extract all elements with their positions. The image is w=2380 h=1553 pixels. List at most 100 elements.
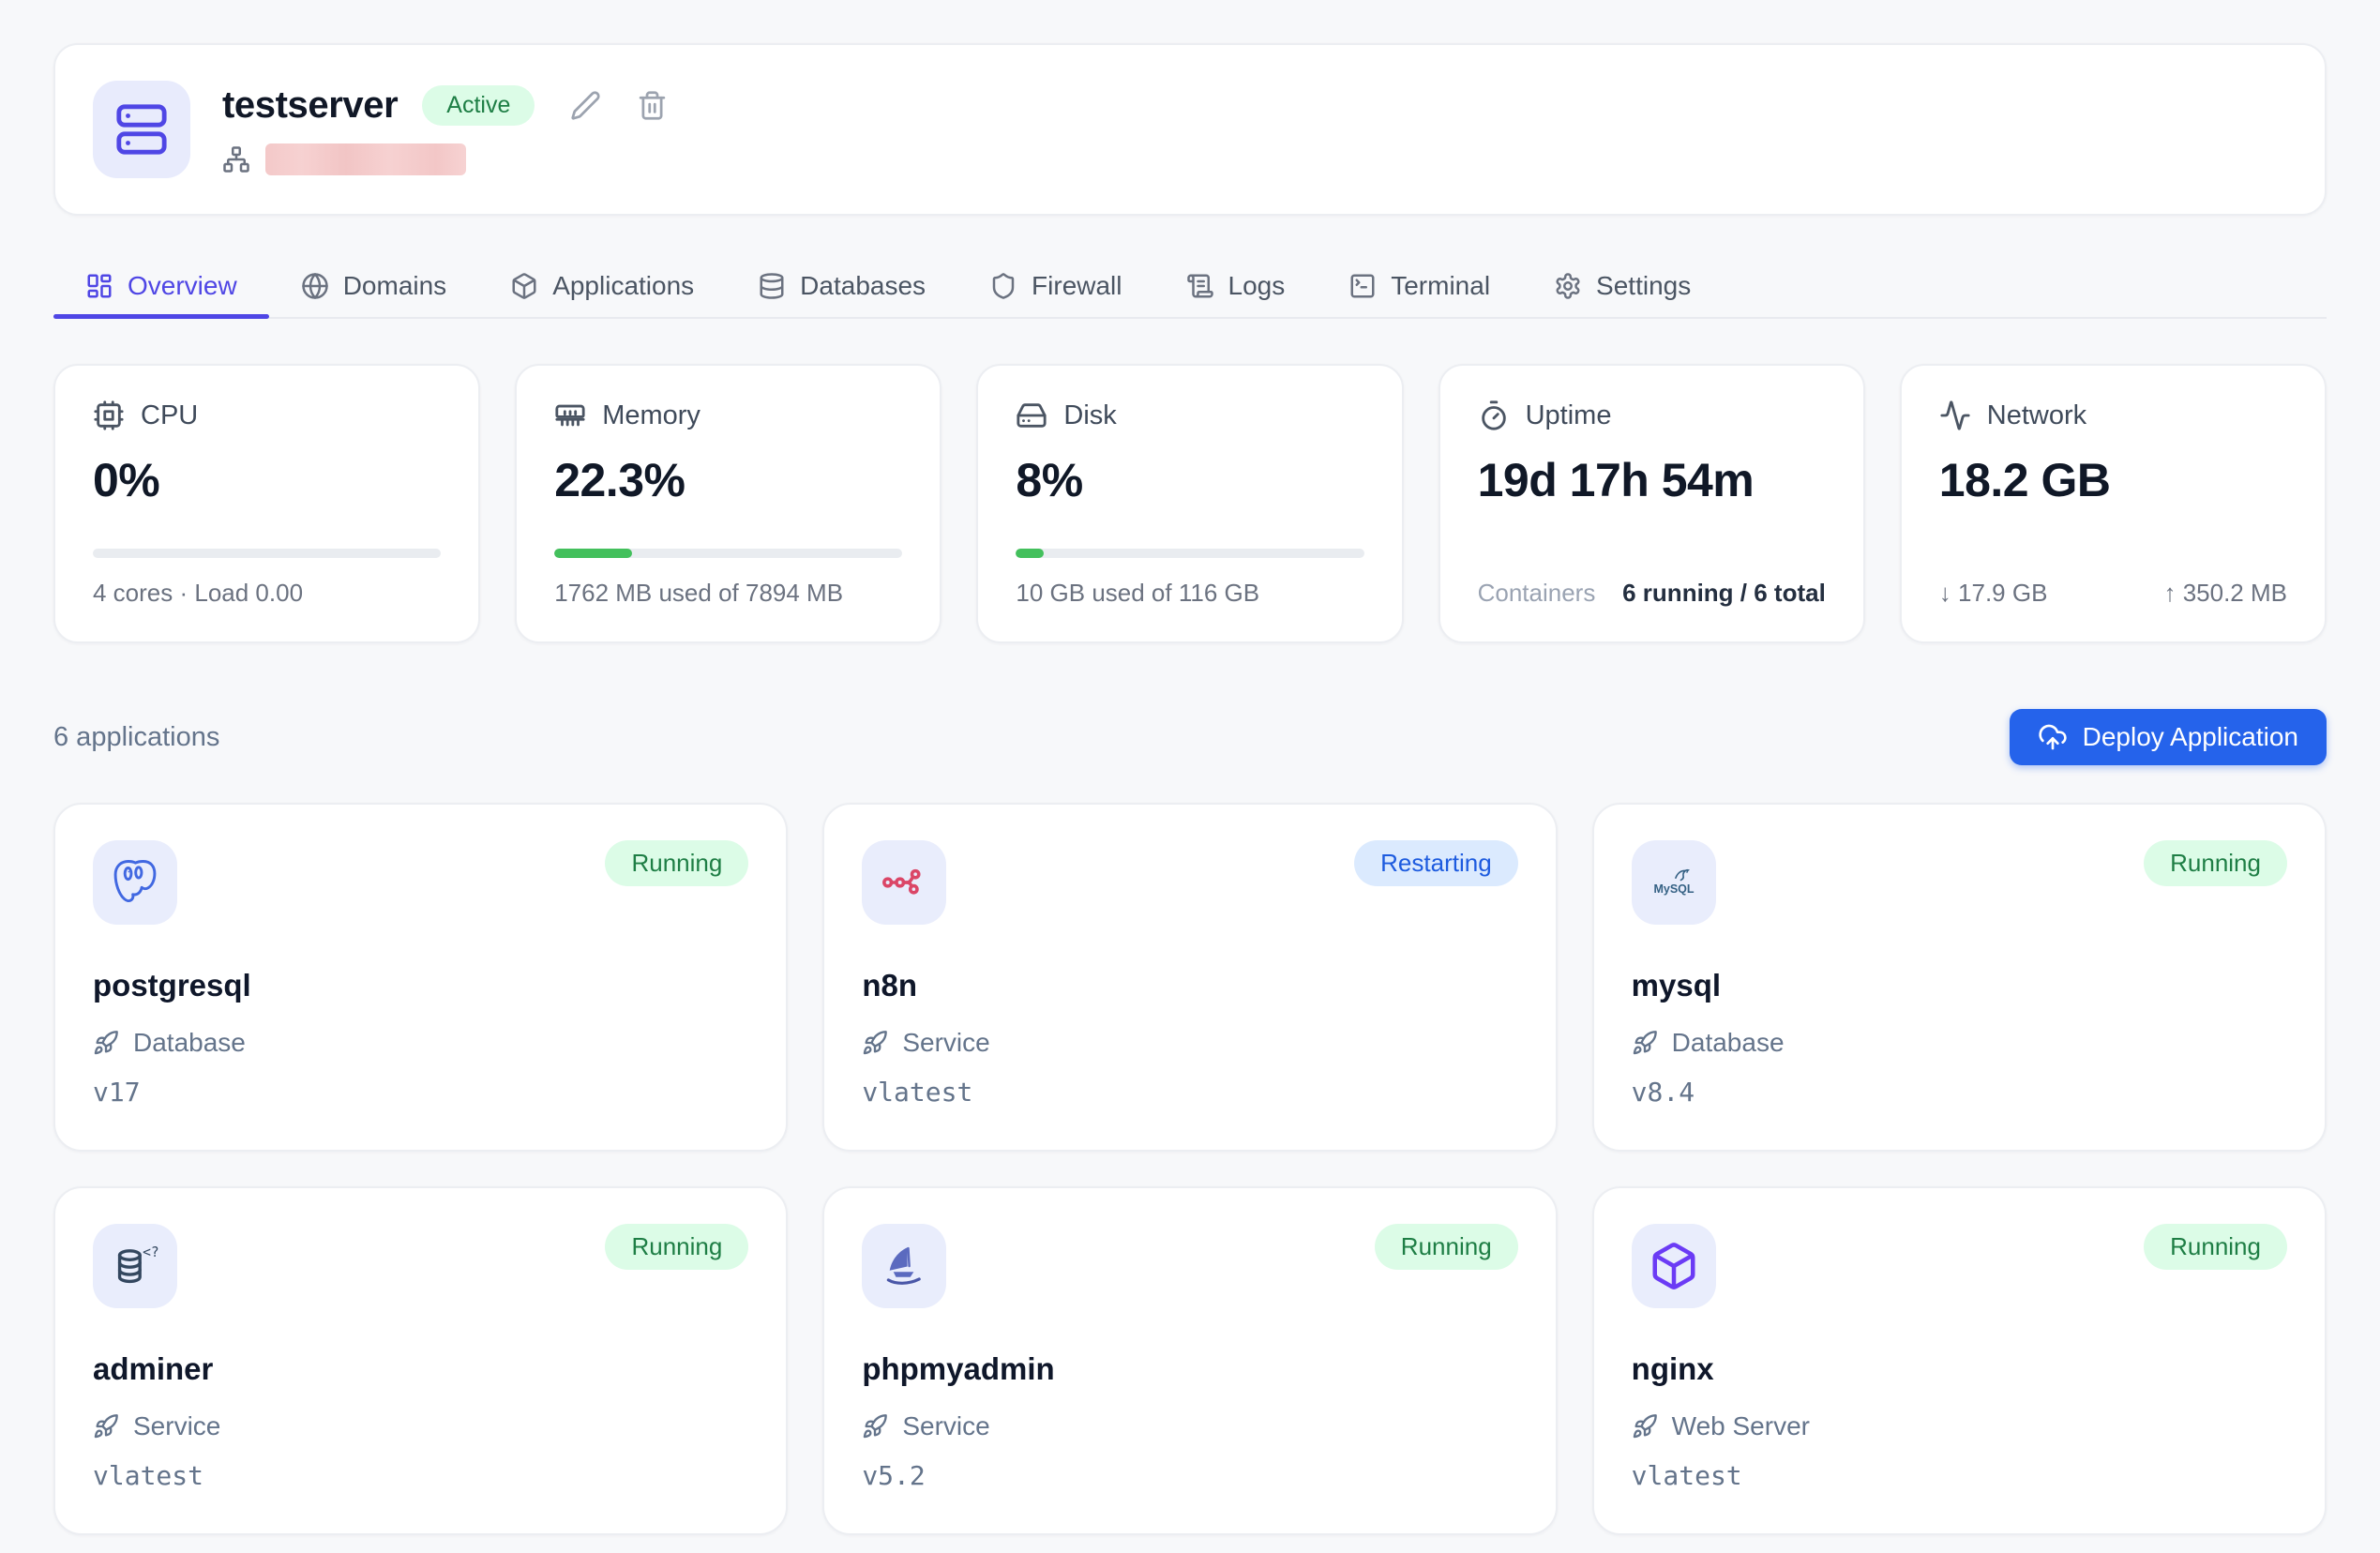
globe-icon [301, 273, 328, 299]
app-version: v5.2 [862, 1460, 926, 1491]
tab-label: Applications [552, 271, 695, 300]
app-type: Service [902, 1411, 990, 1440]
app-card-n8n[interactable]: Restarting n8n Service vlatest [822, 803, 1558, 1152]
delete-server-button[interactable] [637, 90, 668, 121]
network-value: 18.2 GB [1938, 454, 2111, 506]
app-name: mysql [1631, 968, 1722, 1003]
app-type: Database [133, 1028, 246, 1057]
tab-label: Domains [342, 271, 447, 300]
phpmyadmin-sailboat-logo [887, 1246, 922, 1285]
stat-label: CPU [141, 400, 199, 430]
memory-stick-icon [555, 404, 585, 427]
containers-label: Containers [1477, 579, 1596, 607]
app-version: v8.4 [1631, 1077, 1695, 1108]
memory-stat-card: Memory 22.3% 1762 MB used of 7894 MB [515, 364, 942, 643]
app-card-phpmyadmin[interactable]: Running phpmyadmin Service v5.2 [822, 1186, 1558, 1535]
timer-icon [1481, 400, 1506, 430]
app-card-adminer[interactable]: <? Running adminer Service vlatest [53, 1186, 789, 1535]
stat-label: Network [1986, 400, 2087, 430]
server-status-badge: Active [422, 84, 535, 126]
app-logo-tile [1631, 1224, 1716, 1308]
app-name: n8n [862, 968, 917, 1003]
tab-applications[interactable]: Applications [478, 255, 726, 317]
tab-terminal[interactable]: Terminal [1317, 255, 1522, 317]
trash-icon [640, 90, 666, 120]
app-version: vlatest [862, 1077, 973, 1108]
n8n-nodes-logo [882, 868, 921, 895]
app-type: Service [902, 1028, 990, 1057]
tab-label: Firewall [1032, 271, 1122, 300]
svg-text:<?: <? [143, 1244, 159, 1260]
app-version: vlatest [93, 1460, 204, 1491]
pencil-icon [571, 90, 600, 120]
app-card-postgresql[interactable]: Running postgresql Database v17 [53, 803, 789, 1152]
cpu-icon [94, 400, 124, 430]
stats-row: CPU 0% 4 cores · Load 0.00 Memory 22.3% … [53, 364, 2327, 643]
tab-settings[interactable]: Settings [1522, 255, 1723, 317]
app-logo-tile: MySQL [1631, 840, 1716, 925]
rocket-icon [94, 1414, 118, 1439]
server-header-card: testserver Active [53, 43, 2327, 216]
network-stat-card: Network 18.2 GB ↓ 17.9 GB ↑ 350.2 MB [1899, 364, 2327, 643]
cpu-stat-card: CPU 0% 4 cores · Load 0.00 [53, 364, 481, 643]
tab-firewall[interactable]: Firewall [957, 255, 1153, 317]
app-status-badge: Running [605, 840, 749, 886]
app-status-badge: Running [2144, 840, 2287, 886]
app-type: Service [133, 1411, 221, 1440]
app-logo-tile: <? [93, 1224, 177, 1308]
applications-grid: Running postgresql Database v17 [53, 803, 2327, 1553]
disk-sub-text: 10 GB used of 116 GB [1016, 579, 1260, 607]
tab-logs[interactable]: Logs [1154, 255, 1318, 317]
app-status-badge: Running [1374, 1224, 1518, 1270]
app-type: Web Server [1671, 1411, 1810, 1440]
rocket-icon [1633, 1414, 1657, 1439]
database-icon [760, 273, 784, 299]
uptime-stat-card: Uptime 19d 17h 54m Containers 6 running … [1438, 364, 1865, 643]
cpu-progress-bar [93, 549, 442, 558]
activity-icon [1940, 400, 1970, 430]
deploy-application-button[interactable]: Deploy Application [2009, 709, 2327, 765]
app-card-mysql[interactable]: MySQL Running mysql Database v8.4 [1591, 803, 2327, 1152]
app-status-badge: Running [605, 1224, 749, 1270]
app-name: postgresql [93, 968, 251, 1003]
memory-value: 22.3% [554, 454, 685, 506]
server-icon [116, 104, 167, 155]
edit-server-button[interactable] [570, 90, 601, 121]
app-name: nginx [1631, 1351, 1714, 1386]
server-icon-tile [93, 81, 190, 178]
tab-label: Settings [1596, 271, 1692, 300]
containers-value: 6 running / 6 total [1622, 579, 1826, 607]
tab-label: Databases [800, 271, 926, 300]
adminer-database-logo: <? [117, 1244, 159, 1284]
memory-progress-bar [554, 549, 903, 558]
app-version: vlatest [1631, 1460, 1742, 1491]
app-status-badge: Restarting [1354, 840, 1518, 886]
hard-drive-icon [1017, 403, 1047, 428]
tab-overview[interactable]: Overview [53, 255, 269, 319]
tab-domains[interactable]: Domains [269, 255, 478, 317]
tab-bar: Overview Domains Applications Databases [53, 255, 2327, 319]
svg-text:MySQL: MySQL [1653, 882, 1694, 896]
tab-label: Logs [1228, 271, 1286, 300]
memory-sub-text: 1762 MB used of 7894 MB [554, 579, 844, 607]
server-name: testserver [222, 83, 399, 126]
tab-label: Terminal [1391, 271, 1491, 300]
rocket-icon [1633, 1031, 1657, 1055]
applications-count: 6 applications [53, 721, 220, 752]
deploy-button-label: Deploy Application [2082, 722, 2298, 751]
tab-databases[interactable]: Databases [726, 255, 957, 317]
scroll-text-icon [1186, 274, 1213, 298]
app-name: adminer [93, 1351, 214, 1386]
postgresql-elephant-logo [113, 860, 157, 903]
disk-stat-card: Disk 8% 10 GB used of 116 GB [976, 364, 1404, 643]
rocket-icon [864, 1414, 888, 1439]
rocket-icon [864, 1031, 888, 1055]
app-card-nginx[interactable]: Running nginx Web Server vlatest [1591, 1186, 2327, 1535]
cloud-upload-icon [2038, 724, 2067, 750]
gear-icon [1556, 273, 1580, 299]
disk-value: 8% [1016, 454, 1083, 506]
app-logo-tile [93, 840, 177, 925]
package-icon [512, 273, 536, 299]
network-upload: ↑ 350.2 MB [2163, 579, 2287, 607]
